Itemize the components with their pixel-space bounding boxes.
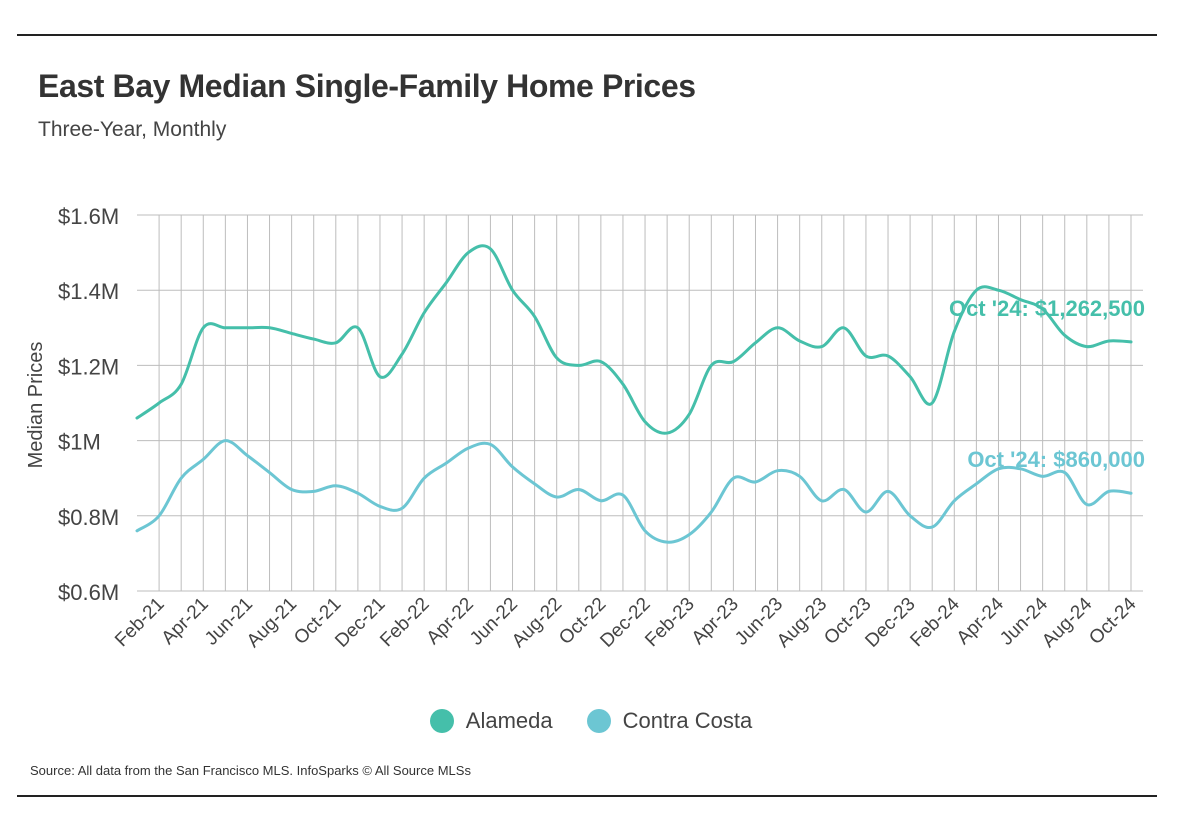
legend-swatch-alameda: [429, 709, 454, 733]
legend-label-alameda: Alameda: [465, 708, 553, 733]
x-tick-label: Feb-22: [376, 594, 433, 651]
x-tick-label: Feb-23: [641, 594, 698, 651]
y-tick-label: $0.6M: [58, 580, 119, 605]
line-chart: $1.6M$1.4M$1.2M$1M$0.8M$0.6M Feb-21Apr-2…: [25, 204, 1145, 652]
y-tick-label: $1.4M: [58, 279, 119, 304]
y-axis-labels: $1.6M $1.4M $1.2M $1M $0.8M $0.6M: [58, 204, 119, 605]
x-tick-label: Apr-21: [158, 594, 213, 649]
y-tick-label: $0.8M: [58, 505, 119, 530]
x-tick-label: Oct-24: [1085, 593, 1140, 648]
x-tick-label: Apr-24: [953, 593, 1008, 648]
top-rule: [17, 34, 1157, 36]
source-note: Source: All data from the San Francisco …: [30, 763, 471, 778]
x-tick-label: Aug-22: [508, 594, 566, 652]
legend-label-contra-costa: Contra Costa: [622, 708, 753, 733]
gridlines: [137, 214, 1143, 592]
chart-subtitle: Three-Year, Monthly: [38, 118, 227, 141]
x-tick-label: Aug-23: [773, 594, 831, 652]
x-tick-label: Feb-24: [906, 593, 964, 651]
y-tick-label: $1M: [58, 430, 101, 455]
legend-swatch-contra-costa: [586, 709, 611, 733]
x-tick-label: Aug-21: [243, 594, 301, 652]
end-label-alameda: Oct '24: $1,262,500: [949, 296, 1145, 321]
end-label-contra-costa: Oct '24: $860,000: [967, 447, 1145, 472]
chart-title: East Bay Median Single-Family Home Price…: [38, 68, 696, 104]
x-tick-label: Aug-24: [1038, 593, 1096, 651]
y-tick-label: $1.2M: [58, 354, 119, 379]
bottom-rule: [17, 795, 1157, 797]
legend: Alameda Contra Costa: [0, 708, 1182, 734]
x-tick-label: Dec-21: [331, 594, 389, 652]
legend-item-alameda[interactable]: Alameda: [429, 708, 553, 734]
x-tick-label: Apr-22: [423, 594, 478, 649]
y-tick-label: $1.6M: [58, 204, 119, 229]
x-axis-labels: Feb-21Apr-21Jun-21Aug-21Oct-21Dec-21Feb-…: [111, 593, 1141, 651]
legend-item-contra-costa[interactable]: Contra Costa: [586, 708, 753, 734]
x-tick-label: Feb-21: [111, 594, 168, 651]
x-tick-label: Apr-23: [688, 594, 743, 649]
series-line-alameda: [135, 244, 1133, 435]
series-line-contra-costa: [135, 439, 1133, 544]
y-axis-title: Median Prices: [25, 342, 47, 469]
x-tick-label: Dec-22: [596, 594, 654, 652]
x-tick-label: Dec-23: [861, 594, 919, 652]
series-lines: [135, 244, 1133, 544]
series-end-labels: Oct '24: $1,262,500 Oct '24: $860,000: [949, 296, 1145, 472]
